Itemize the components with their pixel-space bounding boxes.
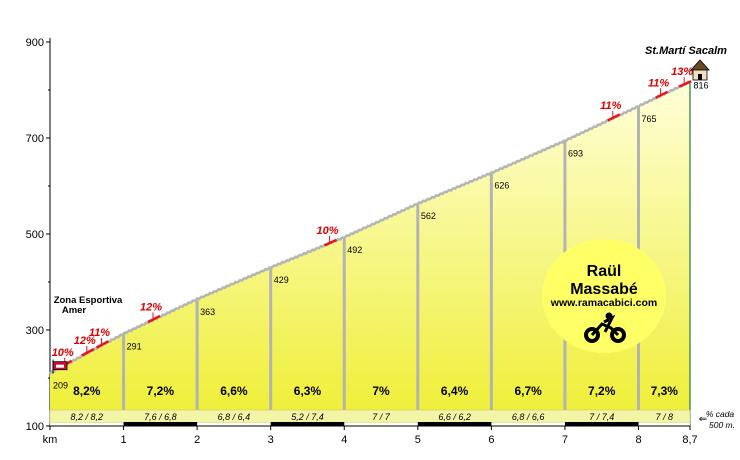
km-band-black <box>123 422 198 426</box>
ramp-mark <box>147 314 161 324</box>
ramp-mark <box>95 340 110 349</box>
badge-background <box>542 239 666 353</box>
ramp-label: 11% <box>600 100 621 112</box>
segment-average-label: 6,4% <box>441 384 469 398</box>
x-tick-label: 5 <box>415 434 421 446</box>
segment-average-label: 7,3% <box>651 384 679 398</box>
badge-website: www.ramacabici.com <box>550 297 657 309</box>
segment-detail-label: 5,2 / 7,4 <box>291 412 324 422</box>
ramp-label: 10% <box>52 347 74 359</box>
x-tick-label: 2 <box>194 434 200 446</box>
detail-note-arrow: ⇐ <box>699 414 707 425</box>
cyclist-icon <box>584 312 626 343</box>
badge-name-line1: Raül <box>587 263 622 280</box>
y-tick-label: 100 <box>26 421 44 433</box>
start-label-line2: Amer <box>62 305 87 316</box>
ramp-label: 10% <box>317 225 339 237</box>
segment-average-label: 6,3% <box>294 384 322 398</box>
segment-average-label: 7,2% <box>147 384 175 398</box>
end-label: St.Martí Sacalm <box>645 45 727 57</box>
km-band-black <box>270 422 345 426</box>
segment-detail-label: 7,6 / 6,8 <box>144 412 177 422</box>
segment-average-label: 6,7% <box>514 384 542 398</box>
altitude-label: 765 <box>642 114 657 124</box>
km-band-black <box>417 422 492 426</box>
segment-average-label: 6,6% <box>220 384 248 398</box>
y-tick-label: 500 <box>26 229 44 241</box>
y-tick-label: 300 <box>26 325 44 337</box>
ramp-mark <box>81 347 95 357</box>
ramp-label: 12% <box>74 335 96 347</box>
altitude-label: 562 <box>421 211 436 221</box>
km-band-black <box>564 422 639 426</box>
x-tick-label: 1 <box>121 434 127 446</box>
start-flag-icon <box>52 359 68 374</box>
x-tick-label: 3 <box>268 434 274 446</box>
ramp-label: 12% <box>140 301 162 313</box>
x-tick-label: 8,7 <box>682 434 697 446</box>
km-band-base <box>50 423 690 426</box>
segment-average-label: 7,2% <box>588 384 616 398</box>
start-label-line1: Zona Esportiva <box>54 295 123 306</box>
house-roof <box>690 59 710 71</box>
author-badge: Raül Massabé www.ramacabici.com <box>542 239 666 353</box>
ramp-mark <box>607 113 621 122</box>
ramp-mark <box>324 238 338 247</box>
detail-note-line2: 500 m. <box>709 420 735 430</box>
x-tick-label: 8 <box>635 434 641 446</box>
ramp-label: 13% <box>671 66 693 78</box>
altitude-label: 291 <box>127 341 142 351</box>
x-tick-label: 6 <box>488 434 494 446</box>
ramp-mark <box>655 90 669 99</box>
ramp-label: 11% <box>89 327 110 339</box>
segment-detail-label: 7 / 7,4 <box>589 412 614 422</box>
segment-detail-label: 8,2 / 8,2 <box>71 412 104 422</box>
altitude-label: 363 <box>200 307 215 317</box>
altitude-label: 209 <box>53 381 68 391</box>
altitude-label: 429 <box>274 275 289 285</box>
badge-name-line2: Massabé <box>570 281 638 298</box>
altitude-label: 693 <box>568 148 583 158</box>
ramp-mark <box>678 80 692 88</box>
profile-area <box>50 82 690 427</box>
segment-detail-label: 6,8 / 6,6 <box>512 412 545 422</box>
x-axis-label: km <box>43 434 58 446</box>
house-icon <box>690 59 710 81</box>
y-tick-label: 900 <box>26 37 44 49</box>
detail-note-line1: % cada <box>706 409 735 419</box>
altitude-label: 626 <box>494 181 509 191</box>
x-tick-label: 7 <box>562 434 568 446</box>
segment-detail-label: 6,6 / 6,2 <box>438 412 471 422</box>
x-tick-label: 4 <box>341 434 347 446</box>
ramp-label: 11% <box>648 77 669 89</box>
segment-detail-label: 6,8 / 6,4 <box>218 412 251 422</box>
segment-detail-label: 7 / 7 <box>372 412 391 422</box>
altitude-label: 816 <box>693 80 708 90</box>
segment-average-label: 7% <box>372 384 390 398</box>
start-flag-stripe <box>56 364 64 368</box>
segment-detail-label: 7 / 8 <box>655 412 673 422</box>
house-door <box>698 74 702 80</box>
segment-average-label: 8,2% <box>73 384 101 398</box>
altitude-label: 492 <box>347 245 362 255</box>
y-tick-label: 700 <box>26 133 44 145</box>
